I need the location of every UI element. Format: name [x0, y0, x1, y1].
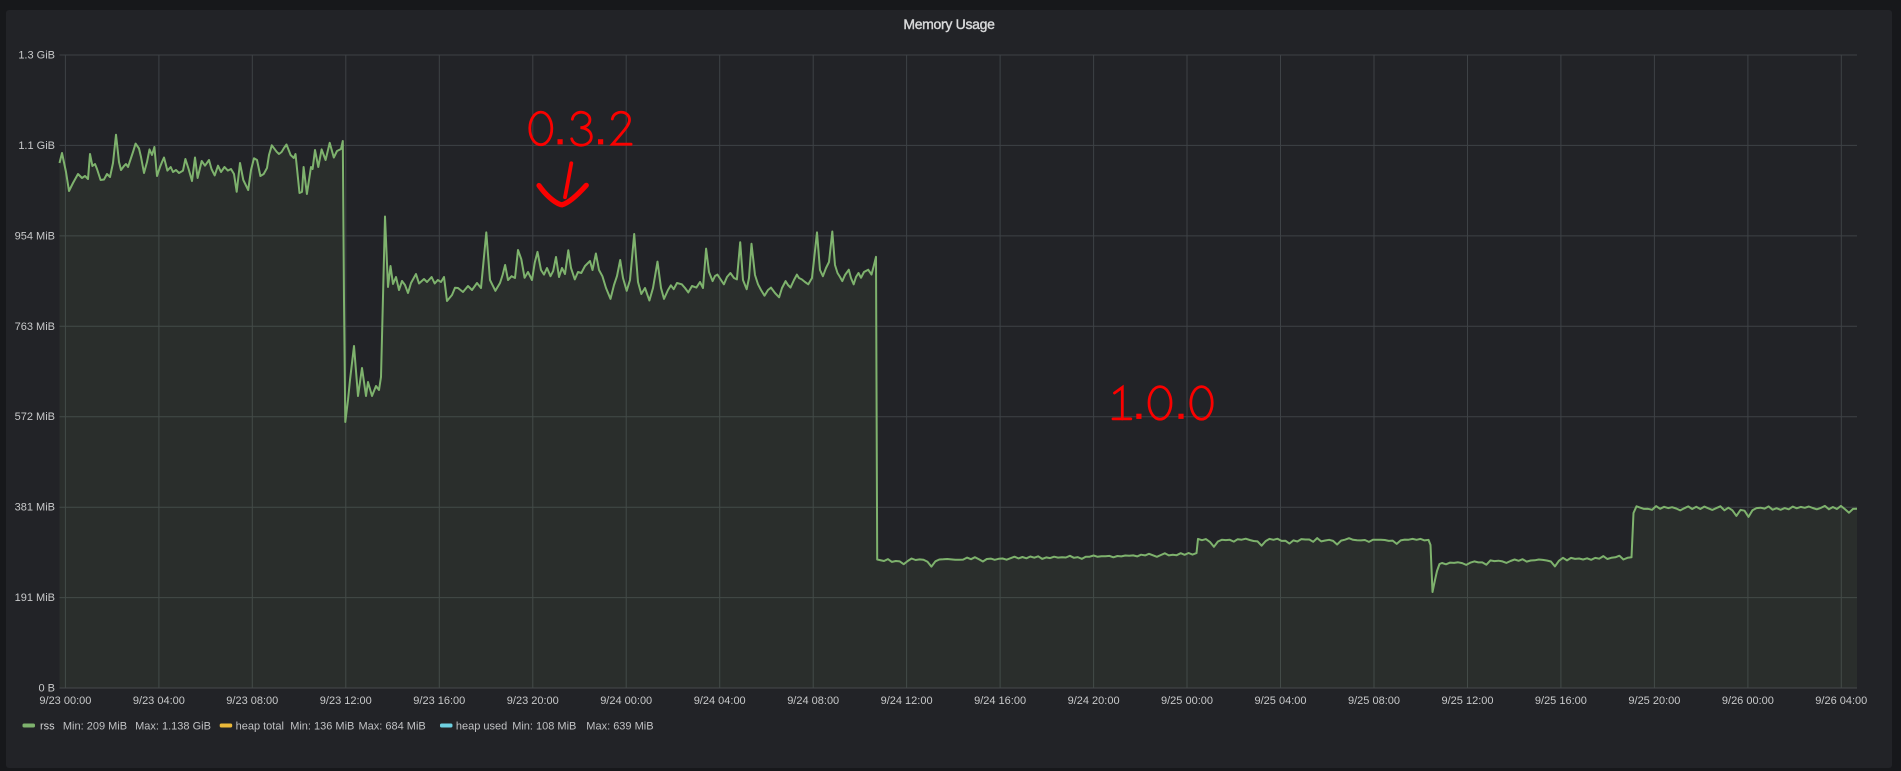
svg-text:1.3 GiB: 1.3 GiB: [18, 50, 55, 62]
svg-text:heap used: heap used: [456, 721, 507, 733]
svg-text:Memory Usage: Memory Usage: [903, 16, 995, 32]
svg-text:Min: 108 MiB: Min: 108 MiB: [512, 721, 576, 733]
svg-text:9/23 12:00: 9/23 12:00: [320, 695, 372, 707]
svg-text:9/23 04:00: 9/23 04:00: [133, 695, 185, 707]
svg-text:Min: 209 MiB: Min: 209 MiB: [63, 721, 127, 733]
svg-text:9/25 08:00: 9/25 08:00: [1348, 695, 1400, 707]
svg-text:9/24 16:00: 9/24 16:00: [974, 695, 1026, 707]
svg-text:9/24 08:00: 9/24 08:00: [787, 695, 839, 707]
svg-text:9/26 04:00: 9/26 04:00: [1815, 695, 1867, 707]
svg-text:Min: 136 MiB: Min: 136 MiB: [290, 721, 354, 733]
svg-text:191 MiB: 191 MiB: [15, 592, 55, 604]
svg-text:9/25 16:00: 9/25 16:00: [1535, 695, 1587, 707]
svg-text:9/23 20:00: 9/23 20:00: [507, 695, 559, 707]
svg-text:381 MiB: 381 MiB: [15, 502, 55, 514]
svg-text:9/23 16:00: 9/23 16:00: [413, 695, 465, 707]
svg-text:heap total: heap total: [236, 721, 284, 733]
svg-text:954 MiB: 954 MiB: [15, 230, 55, 242]
svg-text:Max: 684 MiB: Max: 684 MiB: [359, 721, 426, 733]
svg-text:Max: 639 MiB: Max: 639 MiB: [586, 721, 653, 733]
svg-text:rss: rss: [40, 721, 55, 733]
svg-text:763 MiB: 763 MiB: [15, 321, 55, 333]
svg-text:9/26 00:00: 9/26 00:00: [1722, 695, 1774, 707]
svg-text:9/23 00:00: 9/23 00:00: [39, 695, 91, 707]
svg-text:9/25 00:00: 9/25 00:00: [1161, 695, 1213, 707]
svg-text:9/25 04:00: 9/25 04:00: [1255, 695, 1307, 707]
svg-text:9/25 12:00: 9/25 12:00: [1442, 695, 1494, 707]
svg-text:0 B: 0 B: [38, 683, 55, 695]
svg-text:9/24 00:00: 9/24 00:00: [600, 695, 652, 707]
svg-text:9/24 12:00: 9/24 12:00: [881, 695, 933, 707]
svg-text:9/25 20:00: 9/25 20:00: [1628, 695, 1680, 707]
svg-text:9/24 04:00: 9/24 04:00: [694, 695, 746, 707]
svg-text:9/23 08:00: 9/23 08:00: [226, 695, 278, 707]
svg-text:9/24 20:00: 9/24 20:00: [1068, 695, 1120, 707]
svg-text:572 MiB: 572 MiB: [15, 411, 55, 423]
svg-text:1.1 GiB: 1.1 GiB: [18, 140, 55, 152]
svg-text:Max: 1.138 GiB: Max: 1.138 GiB: [135, 721, 211, 733]
